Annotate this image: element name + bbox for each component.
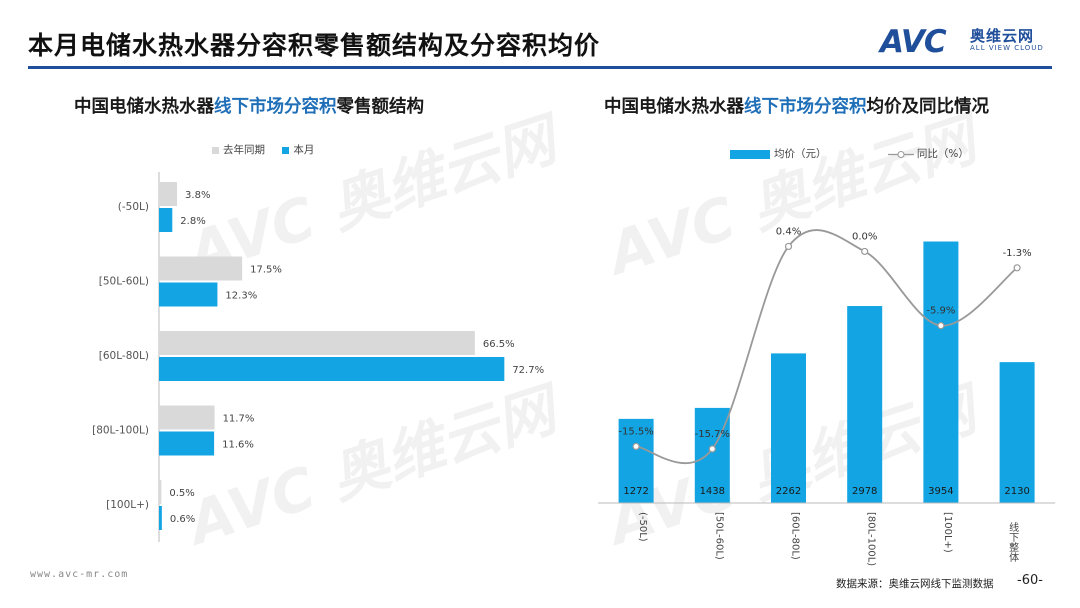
legend-label: 均价（元） [774, 148, 827, 160]
bar-last-year [159, 331, 475, 355]
footer-source: 数据来源：奥维云网线下监测数据 [836, 578, 994, 590]
data-label: 3.8% [185, 190, 210, 201]
data-label: 0.6% [170, 514, 195, 525]
legend-line-icon [887, 150, 914, 158]
category-label: [60L-80L) [99, 350, 149, 362]
logo-mark: AVC [880, 24, 947, 60]
yoy-label: -15.5% [618, 426, 653, 437]
bar-value-label: 2262 [776, 486, 801, 497]
right-title-pre: 中国电储水热水器 [604, 97, 744, 117]
bar-value-label: 1272 [623, 486, 648, 497]
yoy-label: 0.0% [852, 231, 877, 242]
bar-value-label: 1438 [700, 486, 725, 497]
data-label: 72.7% [512, 365, 544, 376]
bar-last-year [159, 405, 215, 430]
price-bar [999, 362, 1035, 503]
data-label: 12.3% [225, 291, 257, 302]
price-bar [771, 353, 806, 503]
bar-last-year [159, 182, 178, 206]
category-label: (-50L) [118, 201, 149, 213]
left-legend: 去年同期 本月 [212, 142, 328, 157]
yoy-label: 0.4% [776, 226, 801, 237]
left-title-post: 零售额结构 [336, 97, 425, 117]
yoy-label: -5.9% [926, 306, 955, 317]
bar-value-label: 2978 [852, 486, 877, 497]
yoy-point [708, 445, 716, 453]
bar-value-label: 2130 [1004, 486, 1029, 497]
title-rule [28, 66, 1052, 69]
category-label: [80L-100L) [92, 425, 149, 437]
bar-value-label: 3954 [928, 486, 953, 497]
data-label: 17.5% [250, 265, 282, 276]
yoy-point [937, 322, 945, 330]
yoy-point [1013, 264, 1021, 272]
bar-this-month [159, 208, 173, 232]
legend-swatch [282, 146, 290, 154]
yoy-line [635, 229, 1018, 464]
legend-item-avg-price: 均价（元） [730, 146, 827, 161]
category-label: [100L+) [106, 499, 149, 511]
price-bar [923, 241, 959, 503]
page-number: -60- [1017, 573, 1043, 588]
category-label: [60L-80L) [790, 512, 801, 560]
bar-this-month [159, 506, 162, 530]
right-chart-title: 中国电储水热水器线下市场分容积均价及同比情况 [604, 93, 989, 118]
right-title-post: 均价及同比情况 [866, 97, 990, 117]
yoy-point [632, 442, 640, 450]
logo-en-text: ALL VIEW CLOUD [970, 44, 1044, 52]
data-label: 11.6% [222, 440, 254, 451]
legend-swatch [730, 149, 770, 159]
bar-this-month [159, 357, 505, 381]
yoy-label: -1.3% [1003, 248, 1032, 259]
legend-item-yoy: 同比（%） [887, 146, 969, 161]
bar-this-month [159, 282, 218, 307]
bar-this-month [159, 431, 215, 456]
price-bar [847, 306, 883, 503]
legend-item-last-year: 去年同期 [212, 142, 265, 157]
yoy-point [861, 247, 869, 256]
left-title-pre: 中国电储水热水器 [74, 97, 214, 117]
category-label: [50L-60L) [713, 512, 724, 560]
yoy-label: -15.7% [695, 429, 730, 440]
bar-last-year [159, 256, 243, 281]
data-label: 2.8% [180, 216, 205, 227]
right-legend: 均价（元） 同比（%） [730, 146, 983, 161]
yoy-point [784, 242, 793, 251]
data-label: 66.5% [483, 339, 515, 350]
category-label: [80L-100L) [866, 512, 877, 566]
category-label: 线下整体 [1007, 521, 1019, 563]
bar-last-year [159, 480, 162, 504]
price-bar [694, 407, 730, 503]
avc-logo: AVC 奥维云网 ALL VIEW CLOUD [880, 24, 1050, 60]
category-label: [100L+) [942, 512, 953, 553]
category-label: (-50L) [637, 512, 648, 542]
left-chart-title: 中国电储水热水器线下市场分容积零售额结构 [74, 93, 424, 118]
category-label: [50L-60L) [99, 276, 149, 288]
legend-label: 本月 [293, 144, 315, 156]
data-label: 0.5% [169, 488, 194, 499]
right-title-highlight: 线下市场分容积 [744, 97, 867, 117]
data-label: 11.7% [223, 414, 255, 425]
footer-url: www.avc-mr.com [30, 569, 129, 580]
legend-label: 同比（%） [916, 148, 969, 160]
page-title: 本月电储水热水器分容积零售额结构及分容积均价 [28, 31, 601, 60]
legend-item-this-month: 本月 [282, 142, 314, 157]
price-bar [618, 418, 654, 503]
legend-label: 去年同期 [223, 144, 265, 156]
legend-swatch [212, 146, 219, 154]
logo-cn-text: 奥维云网 [970, 27, 1035, 45]
left-title-highlight: 线下市场分容积 [214, 97, 337, 117]
